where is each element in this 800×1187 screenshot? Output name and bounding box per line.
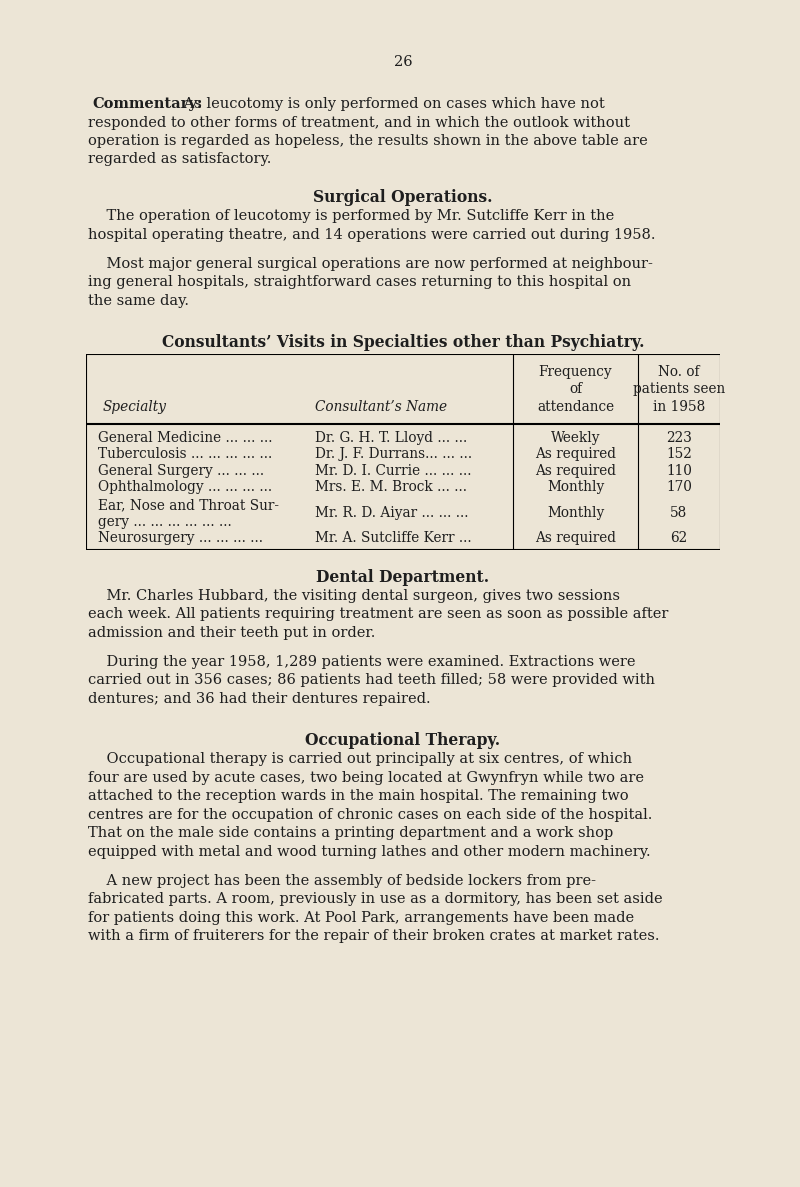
Text: hospital operating theatre, and 14 operations were carried out during 1958.: hospital operating theatre, and 14 opera…	[88, 228, 655, 242]
Text: the same day.: the same day.	[88, 293, 189, 307]
Text: Occupational Therapy.: Occupational Therapy.	[306, 732, 501, 749]
Text: Commentary:: Commentary:	[92, 97, 202, 112]
Text: Mr. A. Sutcliffe Kerr ...: Mr. A. Sutcliffe Kerr ...	[315, 532, 472, 545]
Text: Mrs. E. M. Brock ... ...: Mrs. E. M. Brock ... ...	[315, 480, 467, 494]
Text: 62: 62	[670, 532, 688, 545]
Text: Tuberculosis ... ... ... ... ...: Tuberculosis ... ... ... ... ...	[98, 447, 272, 461]
Text: gery ... ... ... ... ... ...: gery ... ... ... ... ... ...	[98, 515, 232, 529]
Text: 58: 58	[670, 506, 688, 520]
Text: attached to the reception wards in the main hospital. The remaining two: attached to the reception wards in the m…	[88, 789, 629, 804]
Text: Consultant’s Name: Consultant’s Name	[315, 400, 447, 414]
Text: Weekly: Weekly	[550, 431, 600, 445]
Text: Specialty: Specialty	[103, 400, 167, 414]
Text: As required: As required	[535, 447, 616, 461]
Text: 170: 170	[666, 480, 692, 494]
Text: Surgical Operations.: Surgical Operations.	[314, 189, 493, 207]
Text: During the year 1958, 1,289 patients were examined. Extractions were: During the year 1958, 1,289 patients wer…	[88, 654, 635, 668]
Text: equipped with metal and wood turning lathes and other modern machinery.: equipped with metal and wood turning lat…	[88, 845, 650, 859]
Text: admission and their teeth put in order.: admission and their teeth put in order.	[88, 626, 375, 640]
Text: four are used by acute cases, two being located at Gwynfryn while two are: four are used by acute cases, two being …	[88, 770, 644, 785]
Text: A new project has been the assembly of bedside lockers from pre-: A new project has been the assembly of b…	[88, 874, 596, 888]
Text: Neurosurgery ... ... ... ...: Neurosurgery ... ... ... ...	[98, 532, 263, 545]
Text: Mr. Charles Hubbard, the visiting dental surgeon, gives two sessions: Mr. Charles Hubbard, the visiting dental…	[88, 589, 620, 603]
Text: Dr. G. H. T. Lloyd ... ...: Dr. G. H. T. Lloyd ... ...	[315, 431, 467, 445]
Text: General Medicine ... ... ...: General Medicine ... ... ...	[98, 431, 273, 445]
Text: with a firm of fruiterers for the repair of their broken crates at market rates.: with a firm of fruiterers for the repair…	[88, 929, 659, 944]
Text: Ear, Nose and Throat Sur-: Ear, Nose and Throat Sur-	[98, 499, 279, 513]
Text: General Surgery ... ... ...: General Surgery ... ... ...	[98, 464, 264, 477]
Text: The operation of leucotomy is performed by Mr. Sutcliffe Kerr in the: The operation of leucotomy is performed …	[88, 209, 614, 223]
Text: 223: 223	[666, 431, 692, 445]
Text: That on the male side contains a printing department and a work shop: That on the male side contains a printin…	[88, 826, 614, 840]
Text: carried out in 356 cases; 86 patients had teeth filled; 58 were provided with: carried out in 356 cases; 86 patients ha…	[88, 673, 655, 687]
Text: Monthly: Monthly	[547, 480, 604, 494]
Text: Dr. J. F. Durrans... ... ...: Dr. J. F. Durrans... ... ...	[315, 447, 472, 461]
Text: 26: 26	[394, 55, 412, 69]
Text: Frequency
of
attendance: Frequency of attendance	[537, 364, 614, 414]
Text: 110: 110	[666, 464, 692, 477]
Text: fabricated parts. A room, previously in use as a dormitory, has been set aside: fabricated parts. A room, previously in …	[88, 893, 662, 906]
Text: dentures; and 36 had their dentures repaired.: dentures; and 36 had their dentures repa…	[88, 692, 430, 705]
Text: Occupational therapy is carried out principally at six centres, of which: Occupational therapy is carried out prin…	[88, 753, 632, 767]
Text: Mr. R. D. Aiyar ... ... ...: Mr. R. D. Aiyar ... ... ...	[315, 506, 469, 520]
Text: Consultants’ Visits in Specialties other than Psychiatry.: Consultants’ Visits in Specialties other…	[162, 334, 644, 351]
Text: ing general hospitals, straightforward cases returning to this hospital on: ing general hospitals, straightforward c…	[88, 275, 631, 288]
Text: centres are for the occupation of chronic cases on each side of the hospital.: centres are for the occupation of chroni…	[88, 808, 652, 821]
Text: regarded as satisfactory.: regarded as satisfactory.	[88, 152, 271, 166]
Text: for patients doing this work. At Pool Park, arrangements have been made: for patients doing this work. At Pool Pa…	[88, 910, 634, 925]
Text: As required: As required	[535, 464, 616, 477]
Text: 152: 152	[666, 447, 692, 461]
Text: operation is regarded as hopeless, the results shown in the above table are: operation is regarded as hopeless, the r…	[88, 134, 648, 148]
Text: Monthly: Monthly	[547, 506, 604, 520]
Text: As required: As required	[535, 532, 616, 545]
Text: each week. All patients requiring treatment are seen as soon as possible after: each week. All patients requiring treatm…	[88, 608, 668, 621]
Text: Mr. D. I. Currie ... ... ...: Mr. D. I. Currie ... ... ...	[315, 464, 471, 477]
Text: Dental Department.: Dental Department.	[317, 569, 490, 585]
Text: Most major general surgical operations are now performed at neighbour-: Most major general surgical operations a…	[88, 256, 653, 271]
Text: responded to other forms of treatment, and in which the outlook without: responded to other forms of treatment, a…	[88, 115, 630, 129]
Text: As leucotomy is only performed on cases which have not: As leucotomy is only performed on cases …	[179, 97, 605, 112]
Text: No. of
patients seen
in 1958: No. of patients seen in 1958	[633, 364, 725, 414]
Text: Ophthalmology ... ... ... ...: Ophthalmology ... ... ... ...	[98, 480, 272, 494]
